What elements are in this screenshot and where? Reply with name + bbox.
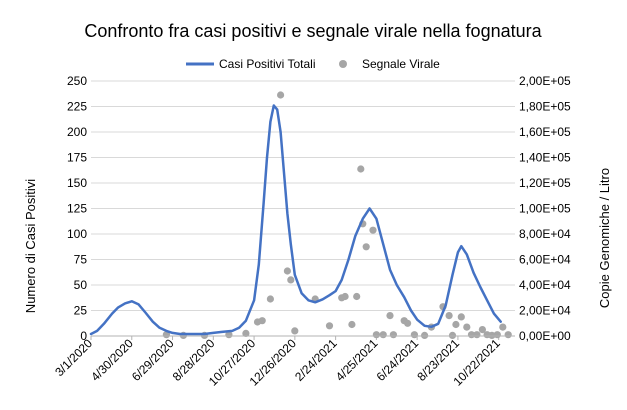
segnale-virale-point <box>493 331 501 339</box>
gridlines <box>91 80 515 311</box>
segnale-virale-point <box>457 313 465 321</box>
y-right-tick-label: 1,20E+05 <box>519 176 571 190</box>
segnale-virale-point <box>389 331 397 339</box>
x-tick-label: 6/24/2021 <box>374 336 422 384</box>
y-right-tick-label: 2,00E+05 <box>519 74 571 88</box>
segnale-virale-point <box>348 320 356 329</box>
segnale-virale-point <box>488 331 496 339</box>
chart-title: Confronto fra casi positivi e segnale vi… <box>84 21 542 41</box>
y-left-tick-label: 75 <box>74 253 88 267</box>
x-ticks: 3/1/20204/30/20206/29/20208/28/202010/27… <box>52 336 503 389</box>
legend: Casi Positivi Totali Segnale Virale <box>186 57 440 71</box>
y-right-tick-label: 2,00E+04 <box>519 304 571 318</box>
y-left-tick-label: 150 <box>67 176 87 190</box>
segnale-virale-point <box>463 323 471 331</box>
segnale-virale-point <box>369 226 377 234</box>
y-left-tick-label: 175 <box>67 151 87 165</box>
y-right-tick-label: 8,00E+04 <box>519 227 571 241</box>
y-left-ticks: 0 25 50 75 100 125 150 175 200 225 250 <box>67 74 87 343</box>
y-right-axis-title: Copie Genomiche / Litro <box>597 168 612 308</box>
y-left-tick-label: 200 <box>67 125 87 139</box>
segnale-virale-point <box>386 312 394 320</box>
y-right-tick-label: 1,00E+05 <box>519 202 571 216</box>
segnale-virale-point <box>452 320 460 329</box>
y-right-tick-label: 6,00E+04 <box>519 253 571 267</box>
y-left-axis-title: Numero di Casi Positivi <box>23 179 38 313</box>
legend-entry-segnale: Segnale Virale <box>362 57 440 71</box>
segnale-virale-point <box>372 331 380 339</box>
segnale-virale-point <box>258 317 266 325</box>
segnale-virale-point <box>277 91 285 99</box>
x-tick-label: 4/25/2021 <box>333 336 381 384</box>
segnale-virale-point <box>445 312 453 320</box>
x-tick-label: 4/30/2020 <box>88 336 136 384</box>
segnale-virale-point <box>266 295 274 303</box>
segnale-virale-point <box>379 331 387 339</box>
legend-swatch-dot <box>339 60 347 68</box>
y-left-tick-label: 0 <box>80 329 87 343</box>
segnale-virale-point <box>478 326 486 334</box>
series-segnale-virale <box>162 91 512 339</box>
y-left-tick-label: 100 <box>67 227 87 241</box>
segnale-virale-point <box>473 331 481 339</box>
segnale-virale-point <box>410 331 418 339</box>
series-casi-positivi <box>89 104 502 336</box>
y-right-tick-label: 0,00E+00 <box>519 329 571 343</box>
y-right-tick-label: 1,80E+05 <box>519 100 571 114</box>
segnale-virale-point <box>325 322 334 330</box>
segnale-virale-point <box>291 327 299 335</box>
segnale-virale-point <box>341 292 349 301</box>
segnale-virale-point <box>362 243 370 251</box>
x-tick-label: 2/24/2021 <box>292 336 340 384</box>
segnale-virale-point <box>448 331 457 339</box>
y-right-tick-label: 4,00E+04 <box>519 278 571 292</box>
casi-positivi-line <box>89 104 502 336</box>
segnale-virale-point <box>421 331 429 339</box>
legend-entry-casi: Casi Positivi Totali <box>219 57 315 71</box>
y-left-tick-label: 125 <box>67 202 87 216</box>
segnale-virale-point <box>404 319 412 327</box>
y-left-tick-label: 250 <box>67 74 87 88</box>
y-left-tick-label: 225 <box>67 100 87 114</box>
segnale-virale-point <box>287 276 295 284</box>
segnale-virale-point <box>283 267 291 275</box>
segnale-virale-point <box>353 292 361 301</box>
segnale-virale-point <box>499 323 507 331</box>
y-left-tick-label: 25 <box>74 304 88 318</box>
y-right-ticks: 0,00E+00 2,00E+04 4,00E+04 6,00E+04 8,00E+04… <box>519 74 571 343</box>
y-right-tick-label: 1,40E+05 <box>519 151 571 165</box>
y-right-tick-label: 1,60E+05 <box>519 125 571 139</box>
x-tick-label: 6/29/2020 <box>129 336 177 384</box>
segnale-virale-point <box>504 331 512 339</box>
segnale-virale-point <box>357 165 365 173</box>
segnale-virale-point <box>242 329 250 337</box>
y-left-tick-label: 50 <box>74 278 88 292</box>
